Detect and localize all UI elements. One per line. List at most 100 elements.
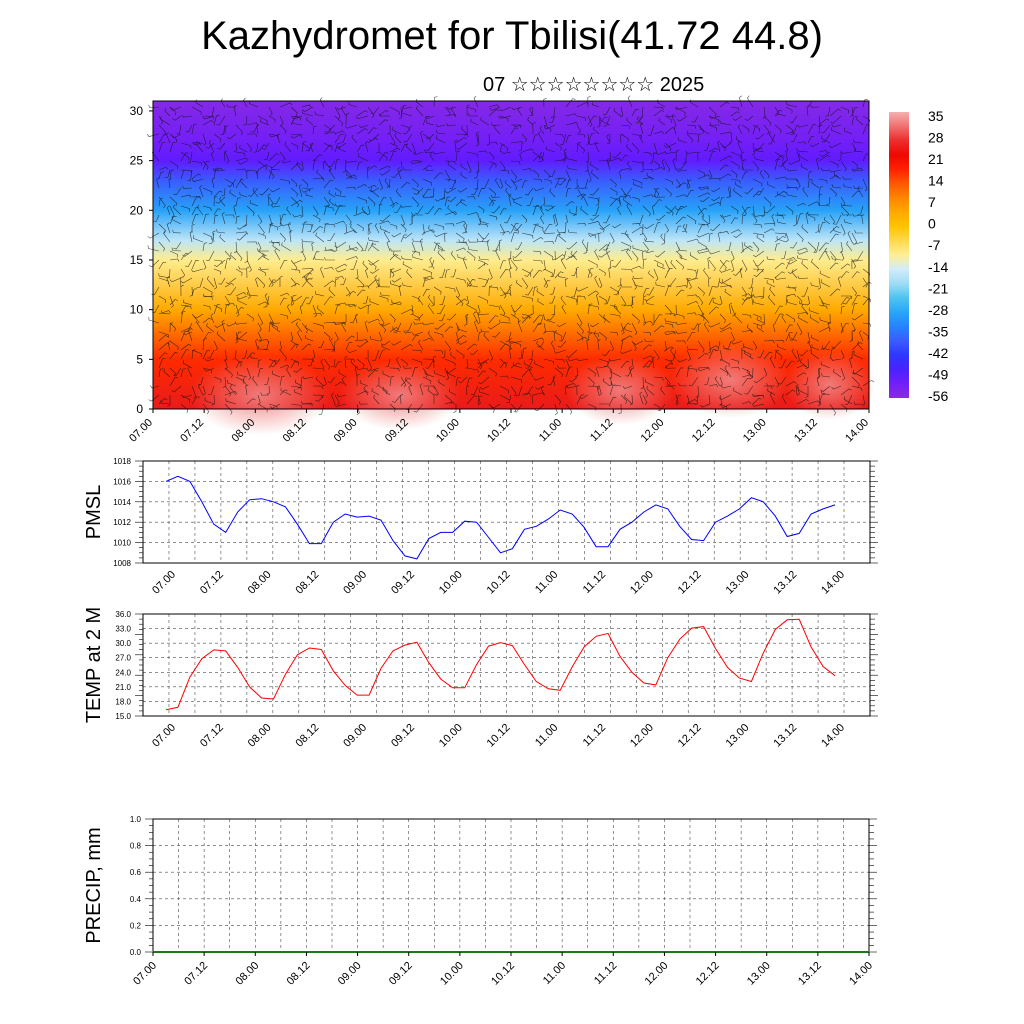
wind-barb xyxy=(335,268,347,273)
wind-barb xyxy=(217,142,226,150)
wind-barb xyxy=(158,171,164,180)
wind-barb xyxy=(642,288,650,297)
wind-barb xyxy=(708,306,719,315)
wind-barb xyxy=(739,95,743,108)
wind-barb xyxy=(488,268,493,280)
wind-barb xyxy=(711,187,721,193)
wind-barb xyxy=(807,214,816,221)
wind-barb xyxy=(526,196,534,206)
wind-barb xyxy=(829,174,839,180)
wind-barb xyxy=(699,125,710,135)
wind-barb xyxy=(620,349,633,354)
wind-barb xyxy=(455,286,461,298)
wind-barb xyxy=(499,385,509,394)
wind-barb xyxy=(755,142,765,151)
wind-barb xyxy=(441,349,446,359)
wind-barb xyxy=(400,377,412,387)
wind-barb xyxy=(455,142,468,150)
wind-barb xyxy=(158,241,166,252)
wind-barb xyxy=(564,385,568,396)
wind-barb xyxy=(213,167,219,180)
wind-barb xyxy=(862,394,866,406)
wind-barb xyxy=(753,250,765,258)
wind-barb xyxy=(418,295,424,306)
wind-barb xyxy=(786,191,798,198)
wind-barb xyxy=(215,196,226,204)
colorbar-label: 21 xyxy=(928,151,944,167)
wind-barb xyxy=(160,400,171,405)
wind-barb xyxy=(752,147,763,153)
wind-barb xyxy=(191,207,200,216)
wind-barb xyxy=(447,370,457,378)
wind-barb xyxy=(371,388,380,396)
wind-barb xyxy=(466,282,479,288)
minor-ticks xyxy=(135,613,878,717)
wind-barbs xyxy=(146,95,875,416)
wind-barb xyxy=(389,327,399,333)
wind-barb xyxy=(785,187,799,191)
wind-barb xyxy=(389,268,395,279)
heatmap-y-tick-label: 0 xyxy=(136,402,143,416)
wind-barb xyxy=(587,267,594,279)
wind-barb xyxy=(587,169,592,183)
wind-barb xyxy=(372,349,380,361)
wind-barb xyxy=(838,152,842,161)
wind-barb xyxy=(394,132,402,144)
wind-barb xyxy=(853,369,864,378)
wind-barb xyxy=(524,187,534,196)
wind-barb xyxy=(290,133,303,139)
wind-barb xyxy=(714,376,721,387)
wind-barb xyxy=(653,222,661,234)
wind-barb xyxy=(270,187,281,193)
wind-barb xyxy=(568,376,578,383)
wind-barb xyxy=(521,277,529,289)
wind-barb xyxy=(369,298,380,306)
wind-barb xyxy=(460,125,468,135)
wind-barb xyxy=(236,223,248,230)
wind-barb xyxy=(675,340,686,344)
wind-barb xyxy=(301,221,308,234)
wind-barb xyxy=(853,185,864,189)
wind-barb xyxy=(730,366,740,370)
wind-barb xyxy=(460,171,468,180)
wind-barb xyxy=(470,118,479,126)
wind-barb xyxy=(510,385,517,397)
wind-barb xyxy=(744,187,754,194)
wind-barb xyxy=(264,376,270,385)
wind-barb xyxy=(513,198,523,207)
wind-barb xyxy=(664,322,674,328)
wind-barb xyxy=(269,133,281,138)
wind-barb xyxy=(535,385,545,390)
wind-barb xyxy=(290,178,298,188)
wind-barb xyxy=(369,268,380,274)
heatmap-y-tick-label: 30 xyxy=(130,104,144,118)
wind-barb xyxy=(609,187,618,196)
wind-barb xyxy=(358,401,369,405)
wind-barb xyxy=(236,232,248,241)
wind-barb xyxy=(466,304,477,314)
wind-barb xyxy=(229,384,237,396)
wind-barb xyxy=(846,241,853,252)
wind-barb xyxy=(840,106,850,114)
wind-barb xyxy=(819,151,831,157)
wind-barb xyxy=(554,214,559,227)
wind-barb xyxy=(227,178,237,187)
pmsl-x-tick-label: 11.12 xyxy=(581,569,608,596)
wind-barb xyxy=(708,384,719,388)
wind-barb xyxy=(191,259,199,270)
wind-barb xyxy=(235,124,243,136)
wind-barb xyxy=(444,232,448,243)
wind-barb xyxy=(345,113,350,126)
heatmap-y-tick-label: 25 xyxy=(130,154,144,168)
wind-barb xyxy=(235,157,249,162)
wind-barb xyxy=(550,340,556,351)
wind-barb xyxy=(510,178,518,191)
wind-barb xyxy=(350,223,358,234)
wind-barb xyxy=(391,394,402,403)
wind-barb xyxy=(202,293,215,298)
page-title: Kazhydromet for Tbilisi(41.72 44.8) xyxy=(201,14,823,58)
wind-barb xyxy=(862,277,868,288)
wind-barb xyxy=(334,133,344,144)
wind-barb xyxy=(660,386,666,396)
wind-barb xyxy=(642,194,654,198)
